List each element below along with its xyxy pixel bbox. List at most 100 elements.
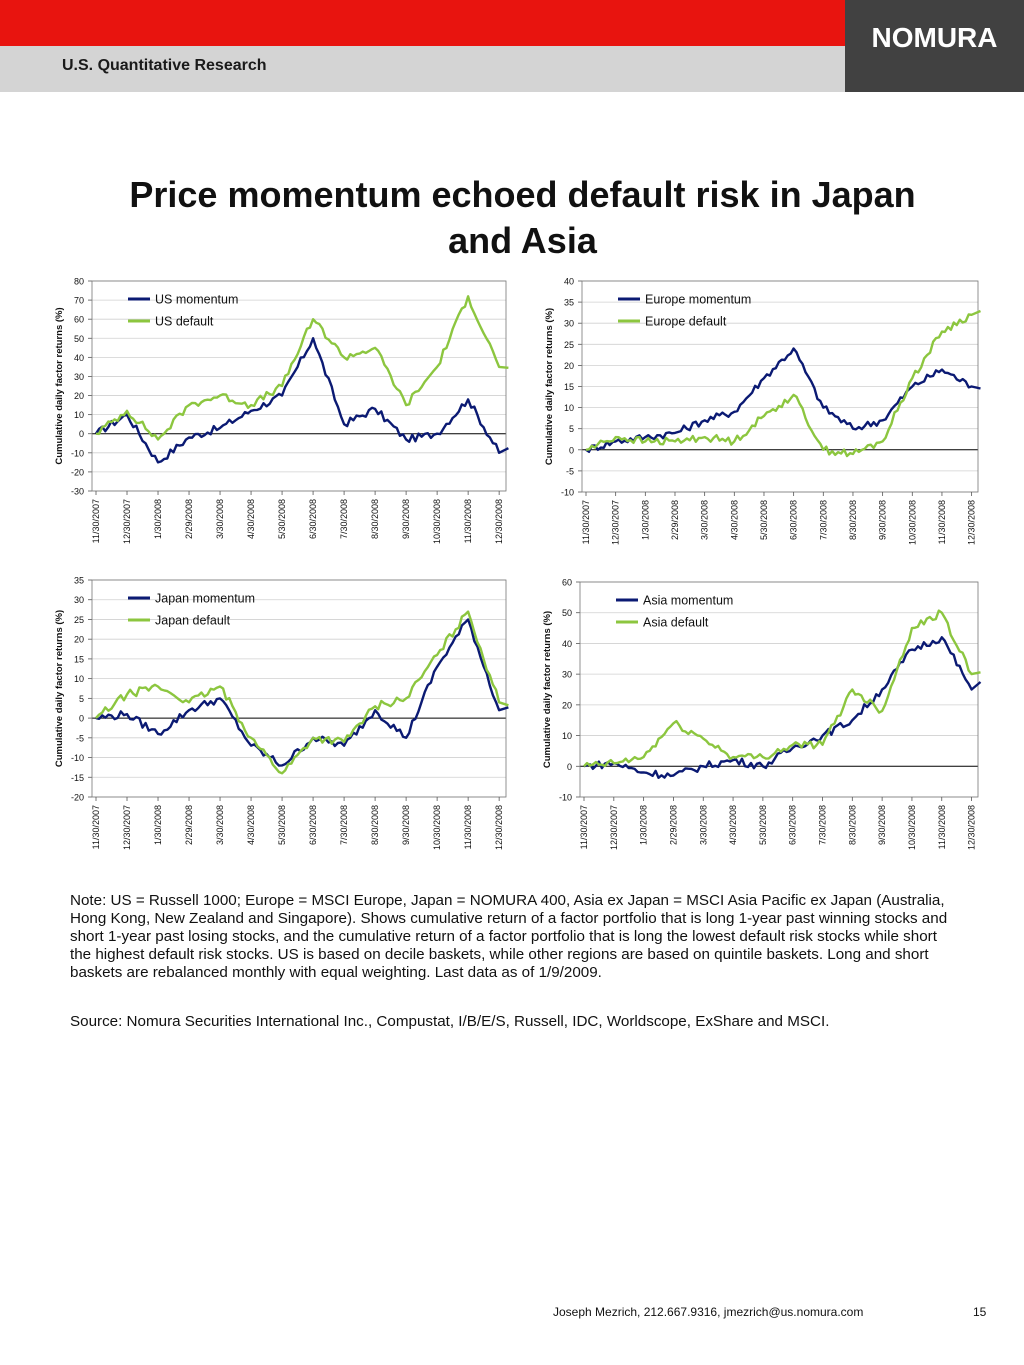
x-tick-label: 4/30/2008 (729, 500, 739, 540)
page-number: 15 (973, 1305, 987, 1319)
plot-area (91, 579, 507, 798)
x-tick-label: 1/30/2008 (153, 499, 163, 539)
x-tick-label: 10/30/2008 (907, 805, 917, 850)
y-tick-label: 0 (569, 445, 574, 455)
x-tick-label: 11/30/2007 (581, 500, 591, 544)
series-line-momentum (585, 347, 981, 453)
x-tick-label: 9/30/2008 (401, 805, 411, 845)
y-tick-label: 20 (74, 391, 84, 401)
y-tick-label: 60 (74, 315, 84, 325)
plot-area (581, 280, 979, 493)
x-tick-label: 8/30/2008 (370, 499, 380, 539)
y-tick-label: 30 (74, 372, 84, 382)
legend-label: US momentum (155, 293, 238, 307)
legend-label: Europe default (645, 315, 727, 329)
y-tick-label: 25 (564, 340, 574, 350)
x-tick-label: 2/29/2008 (670, 500, 680, 540)
y-tick-label: 10 (74, 674, 84, 684)
legend-label: Asia default (643, 616, 709, 630)
y-tick-label: 10 (74, 410, 84, 420)
x-tick-label: 1/30/2008 (153, 805, 163, 845)
y-tick-label: 80 (74, 277, 84, 287)
y-tick-label: 35 (564, 298, 574, 308)
chart-note: Note: US = Russell 1000; Europe = MSCI E… (70, 892, 948, 981)
y-tick-label: 15 (74, 654, 84, 664)
x-tick-label: 5/30/2008 (277, 499, 287, 539)
series-line-default (95, 610, 509, 775)
legend-label: US default (155, 315, 214, 329)
legend-label: Asia momentum (643, 594, 733, 608)
y-tick-label: 30 (562, 670, 572, 680)
y-tick-label: 40 (562, 639, 572, 649)
x-tick-label: 9/30/2008 (401, 499, 411, 539)
y-tick-label: -20 (71, 467, 84, 477)
y-tick-label: -10 (71, 448, 84, 458)
x-tick-label: 2/29/2008 (184, 499, 194, 539)
x-tick-label: 7/30/2008 (339, 805, 349, 845)
x-tick-label: 12/30/2007 (122, 805, 132, 850)
x-tick-label: 2/29/2008 (668, 805, 678, 845)
y-axis-label: Cumulative daily factor returns (%) (54, 610, 65, 767)
y-tick-label: 20 (562, 700, 572, 710)
x-tick-label: 4/30/2008 (728, 805, 738, 845)
y-tick-label: 0 (567, 762, 572, 772)
x-tick-label: 11/30/2007 (579, 805, 589, 849)
chart-europe: -10 -5 0 5 10 15 20 25 30 35 40 11/30/2007 12/30/200… (544, 277, 981, 545)
x-tick-label: 5/30/2008 (759, 500, 769, 540)
y-axis-label: Cumulative daily factor returns (%) (544, 308, 555, 465)
y-tick-label: 70 (74, 296, 84, 306)
x-tick-label: 2/29/2008 (184, 805, 194, 845)
y-axis-label: Cumulative daily factor returns (%) (542, 611, 553, 768)
y-tick-label: 0 (79, 429, 84, 439)
y-tick-label: 0 (79, 714, 84, 724)
x-tick-label: 10/30/2008 (907, 500, 917, 545)
y-tick-label: 50 (74, 334, 84, 344)
header-red-band (0, 0, 845, 46)
legend-label: Japan default (155, 614, 231, 628)
chart-us: -30 -20 -10 0 10 20 30 40 50 60 70 80 11/30/2007 12/3… (54, 277, 509, 544)
y-tick-label: -10 (561, 488, 574, 498)
y-tick-label: 40 (74, 353, 84, 363)
x-tick-label: 5/30/2008 (758, 805, 768, 845)
x-tick-label: 11/30/2007 (91, 499, 101, 543)
series-line-momentum (94, 337, 509, 464)
y-tick-label: 40 (564, 277, 574, 287)
x-tick-label: 8/30/2008 (848, 500, 858, 540)
x-tick-label: 7/30/2008 (818, 500, 828, 540)
y-tick-label: 10 (564, 403, 574, 413)
x-tick-label: 12/30/2008 (494, 805, 504, 850)
series-line-momentum (95, 618, 509, 767)
series-line-default (95, 295, 509, 441)
x-tick-label: 3/30/2008 (698, 805, 708, 845)
plot-area (91, 280, 507, 492)
y-tick-label: -5 (566, 466, 574, 476)
chart-asia: -10 0 10 20 30 40 50 60 11/30/2007 12/30/2007 1/30… (542, 578, 982, 850)
x-tick-label: 6/30/2008 (308, 499, 318, 539)
chart-japan: -20 -15 -10 -5 0 5 10 15 20 25 30 35 11/30/2007 12/30… (54, 576, 509, 850)
y-tick-label: 20 (74, 635, 84, 645)
x-tick-label: 12/30/2008 (494, 499, 504, 544)
x-tick-label: 4/30/2008 (246, 499, 256, 539)
section-title: U.S. Quantitative Research (62, 57, 267, 74)
x-tick-label: 12/30/2008 (967, 500, 977, 545)
x-tick-label: 12/30/2007 (609, 805, 619, 850)
y-tick-label: 30 (74, 595, 84, 605)
x-tick-label: 3/30/2008 (215, 499, 225, 539)
y-tick-label: 60 (562, 578, 572, 588)
y-tick-label: -15 (71, 773, 84, 783)
y-tick-label: -10 (559, 793, 572, 803)
legend-label: Europe momentum (645, 293, 751, 307)
x-tick-label: 10/30/2008 (432, 805, 442, 850)
y-tick-label: 15 (564, 382, 574, 392)
x-tick-label: 8/30/2008 (370, 805, 380, 845)
x-tick-label: 6/30/2008 (788, 805, 798, 845)
y-tick-label: -20 (71, 793, 84, 803)
x-tick-label: 1/30/2008 (640, 500, 650, 540)
page-title: Price momentum echoed default risk in Ja… (129, 174, 916, 256)
x-tick-label: 7/30/2008 (339, 499, 349, 539)
y-tick-label: -5 (76, 733, 84, 743)
y-tick-label: -30 (71, 487, 84, 497)
x-tick-label: 10/30/2008 (432, 499, 442, 544)
x-tick-label: 12/30/2008 (967, 805, 977, 850)
